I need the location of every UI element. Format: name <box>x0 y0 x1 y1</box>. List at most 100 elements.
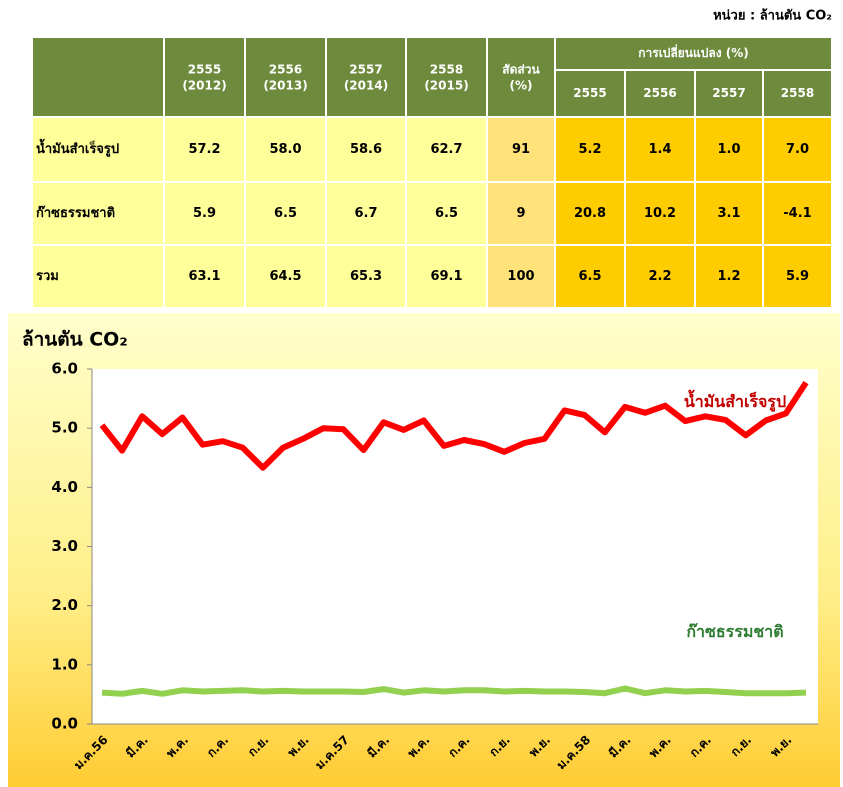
table-cell <box>488 38 554 116</box>
table-value: 1.4 <box>648 142 671 157</box>
table-value: 10.2 <box>644 206 676 221</box>
column-header: 2555 <box>573 86 606 100</box>
table-cell <box>33 246 163 307</box>
column-header: (2015) <box>424 79 468 93</box>
table-value: 63.1 <box>188 269 220 284</box>
table-cell <box>33 183 163 244</box>
table-value: -4.1 <box>783 206 811 221</box>
column-header: (2014) <box>344 79 388 93</box>
table-value: 6.5 <box>274 206 297 221</box>
table-value: 58.0 <box>269 142 301 157</box>
table-cell <box>33 118 163 181</box>
table-cell <box>764 71 831 116</box>
table-cell <box>327 118 405 181</box>
table-cell <box>696 183 762 244</box>
y-axis-title: ล้านตัน CO₂ <box>22 329 128 351</box>
table-value: 5.9 <box>786 269 809 284</box>
table-value: 3.1 <box>717 206 740 221</box>
table-cell <box>556 246 624 307</box>
table-value: 7.0 <box>786 142 809 157</box>
table-cell <box>327 38 405 116</box>
table-cell <box>33 38 163 116</box>
table-cell <box>327 183 405 244</box>
table-cell <box>246 183 325 244</box>
plot-area <box>92 369 818 724</box>
column-header: 2556 <box>643 86 676 100</box>
table-cell <box>696 118 762 181</box>
table: 2555 (2012) 2556 (2013) 2557 (2014) 2558 (2015)… <box>33 38 831 307</box>
table-cell <box>696 246 762 307</box>
table-cell <box>407 246 486 307</box>
table-value: 64.5 <box>269 269 301 284</box>
table-cell <box>556 38 831 69</box>
table-cell <box>165 246 244 307</box>
table-cell <box>407 183 486 244</box>
y-tick-label: 4.0 <box>51 478 78 496</box>
table-value: 91 <box>512 142 530 157</box>
column-header: 2558 <box>781 86 814 100</box>
group-header: การเปลี่ยนแปลง (%) <box>638 44 749 60</box>
table-value: 100 <box>507 269 534 284</box>
table-value: 58.6 <box>350 142 382 157</box>
y-tick-label: 3.0 <box>51 537 78 555</box>
table-cell <box>246 38 325 116</box>
table-value: 69.1 <box>430 269 462 284</box>
table-cell <box>488 118 554 181</box>
table-cell <box>488 183 554 244</box>
table-cell <box>488 246 554 307</box>
y-tick-label: 1.0 <box>51 655 78 673</box>
y-tick-label: 0.0 <box>51 715 78 733</box>
table-cell <box>556 71 624 116</box>
column-header: 2558 <box>430 63 463 77</box>
table-value: 65.3 <box>350 269 382 284</box>
table-value: 20.8 <box>574 206 606 221</box>
column-header: 2555 <box>188 63 221 77</box>
table-value: 6.5 <box>435 206 458 221</box>
table-value: 9 <box>516 206 525 221</box>
table-cell <box>407 118 486 181</box>
column-header: 2556 <box>269 63 302 77</box>
row-label: ก๊าซธรรมชาติ <box>36 206 115 221</box>
table-cell <box>246 118 325 181</box>
table-value: 57.2 <box>188 142 220 157</box>
column-header: 2557 <box>712 86 745 100</box>
series-line <box>101 685 807 697</box>
table-cell <box>764 118 831 181</box>
table-cell <box>764 246 831 307</box>
column-header: (2012) <box>182 79 226 93</box>
table-value: 6.5 <box>578 269 601 284</box>
table-cell <box>556 118 624 181</box>
table-cell <box>626 246 694 307</box>
table-cell <box>165 38 244 116</box>
table-value: 62.7 <box>430 142 462 157</box>
table-cell <box>626 183 694 244</box>
table-value: 2.2 <box>648 269 671 284</box>
table-value: 1.0 <box>717 142 740 157</box>
table-cell <box>626 118 694 181</box>
table-value: 1.2 <box>717 269 740 284</box>
y-tick-label: 6.0 <box>51 360 78 378</box>
unit-label: หน่วย : ล้านตัน CO₂ <box>713 8 832 24</box>
table-cell <box>696 71 762 116</box>
table-cell <box>165 118 244 181</box>
table-cell <box>556 183 624 244</box>
row-label: น้ำมันสำเร็จรูป <box>36 138 119 157</box>
column-header: 2557 <box>349 63 382 77</box>
column-header: (2013) <box>263 79 307 93</box>
y-tick-label: 5.0 <box>51 419 78 437</box>
y-tick-label: 2.0 <box>51 596 78 614</box>
table-cell <box>165 183 244 244</box>
series-label: ก๊าซธรรมชาติ <box>686 622 783 641</box>
row-label: รวม <box>36 269 59 284</box>
column-header: สัดส่วน <box>502 63 540 77</box>
table-cell <box>246 246 325 307</box>
table-cell <box>764 183 831 244</box>
table-value: 5.9 <box>193 206 216 221</box>
table-value: 5.2 <box>578 142 601 157</box>
column-header: (%) <box>510 79 533 93</box>
table-cell <box>407 38 486 116</box>
table-value: 6.7 <box>354 206 377 221</box>
table-cell <box>626 71 694 116</box>
table-cell <box>327 246 405 307</box>
